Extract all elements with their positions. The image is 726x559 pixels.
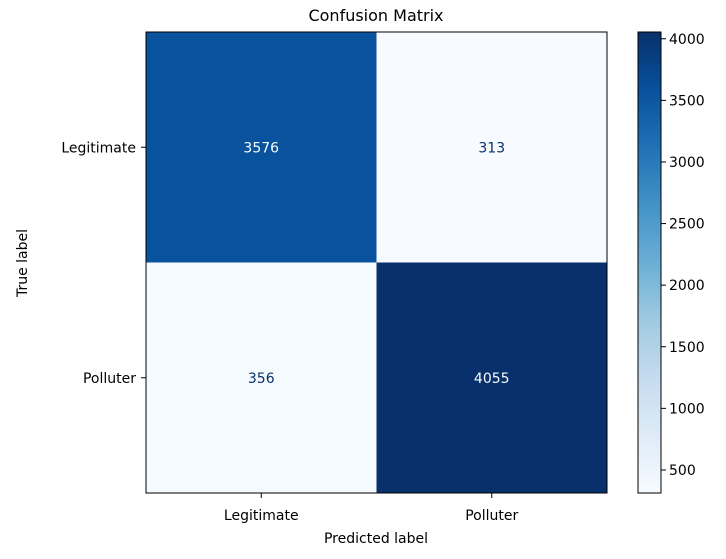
heatmap-cell-1-0: [146, 262, 377, 493]
colorbar-tick-label: 3500: [669, 93, 705, 109]
cell-value-1-1: 4055: [474, 371, 510, 387]
colorbar-tick-label: 2500: [669, 217, 705, 233]
heatmap-cell-0-1: [376, 32, 607, 263]
colorbar-tick-label: 1000: [669, 401, 705, 417]
y-axis-ticks: Legitimate Polluter: [61, 140, 146, 387]
chart-title: Confusion Matrix: [308, 6, 443, 25]
y-tick-label: Polluter: [83, 371, 136, 387]
heatmap-cells: [146, 32, 607, 493]
colorbar-tick-label: 4000: [669, 32, 705, 48]
colorbar-tick-label: 1500: [669, 340, 705, 356]
y-axis-label: True label: [15, 229, 31, 298]
y-tick-label: Legitimate: [61, 140, 136, 156]
plot-frame: [145, 31, 608, 494]
heatmap-cell-labels: 3576 313 356 4055: [243, 140, 509, 387]
colorbar-tick-label: 3000: [669, 155, 705, 171]
x-axis-ticks: Legitimate Polluter: [224, 493, 518, 524]
colorbar-ticks: 500 1000 1500 2000 2500 3000 3500 4000: [661, 32, 705, 479]
cell-value-0-1: 313: [478, 140, 505, 156]
cell-value-1-0: 356: [248, 371, 275, 387]
heatmap-cell-1-1: [376, 262, 607, 493]
x-tick-label: Polluter: [465, 508, 518, 524]
x-tick-label: Legitimate: [224, 508, 299, 524]
cell-value-0-0: 3576: [243, 140, 279, 156]
colorbar-tick-label: 500: [669, 463, 696, 479]
colorbar-tick-label: 2000: [669, 278, 705, 294]
colorbar: [637, 31, 662, 494]
heatmap-cell-0-0: [146, 32, 377, 263]
x-axis-label: Predicted label: [324, 531, 428, 547]
